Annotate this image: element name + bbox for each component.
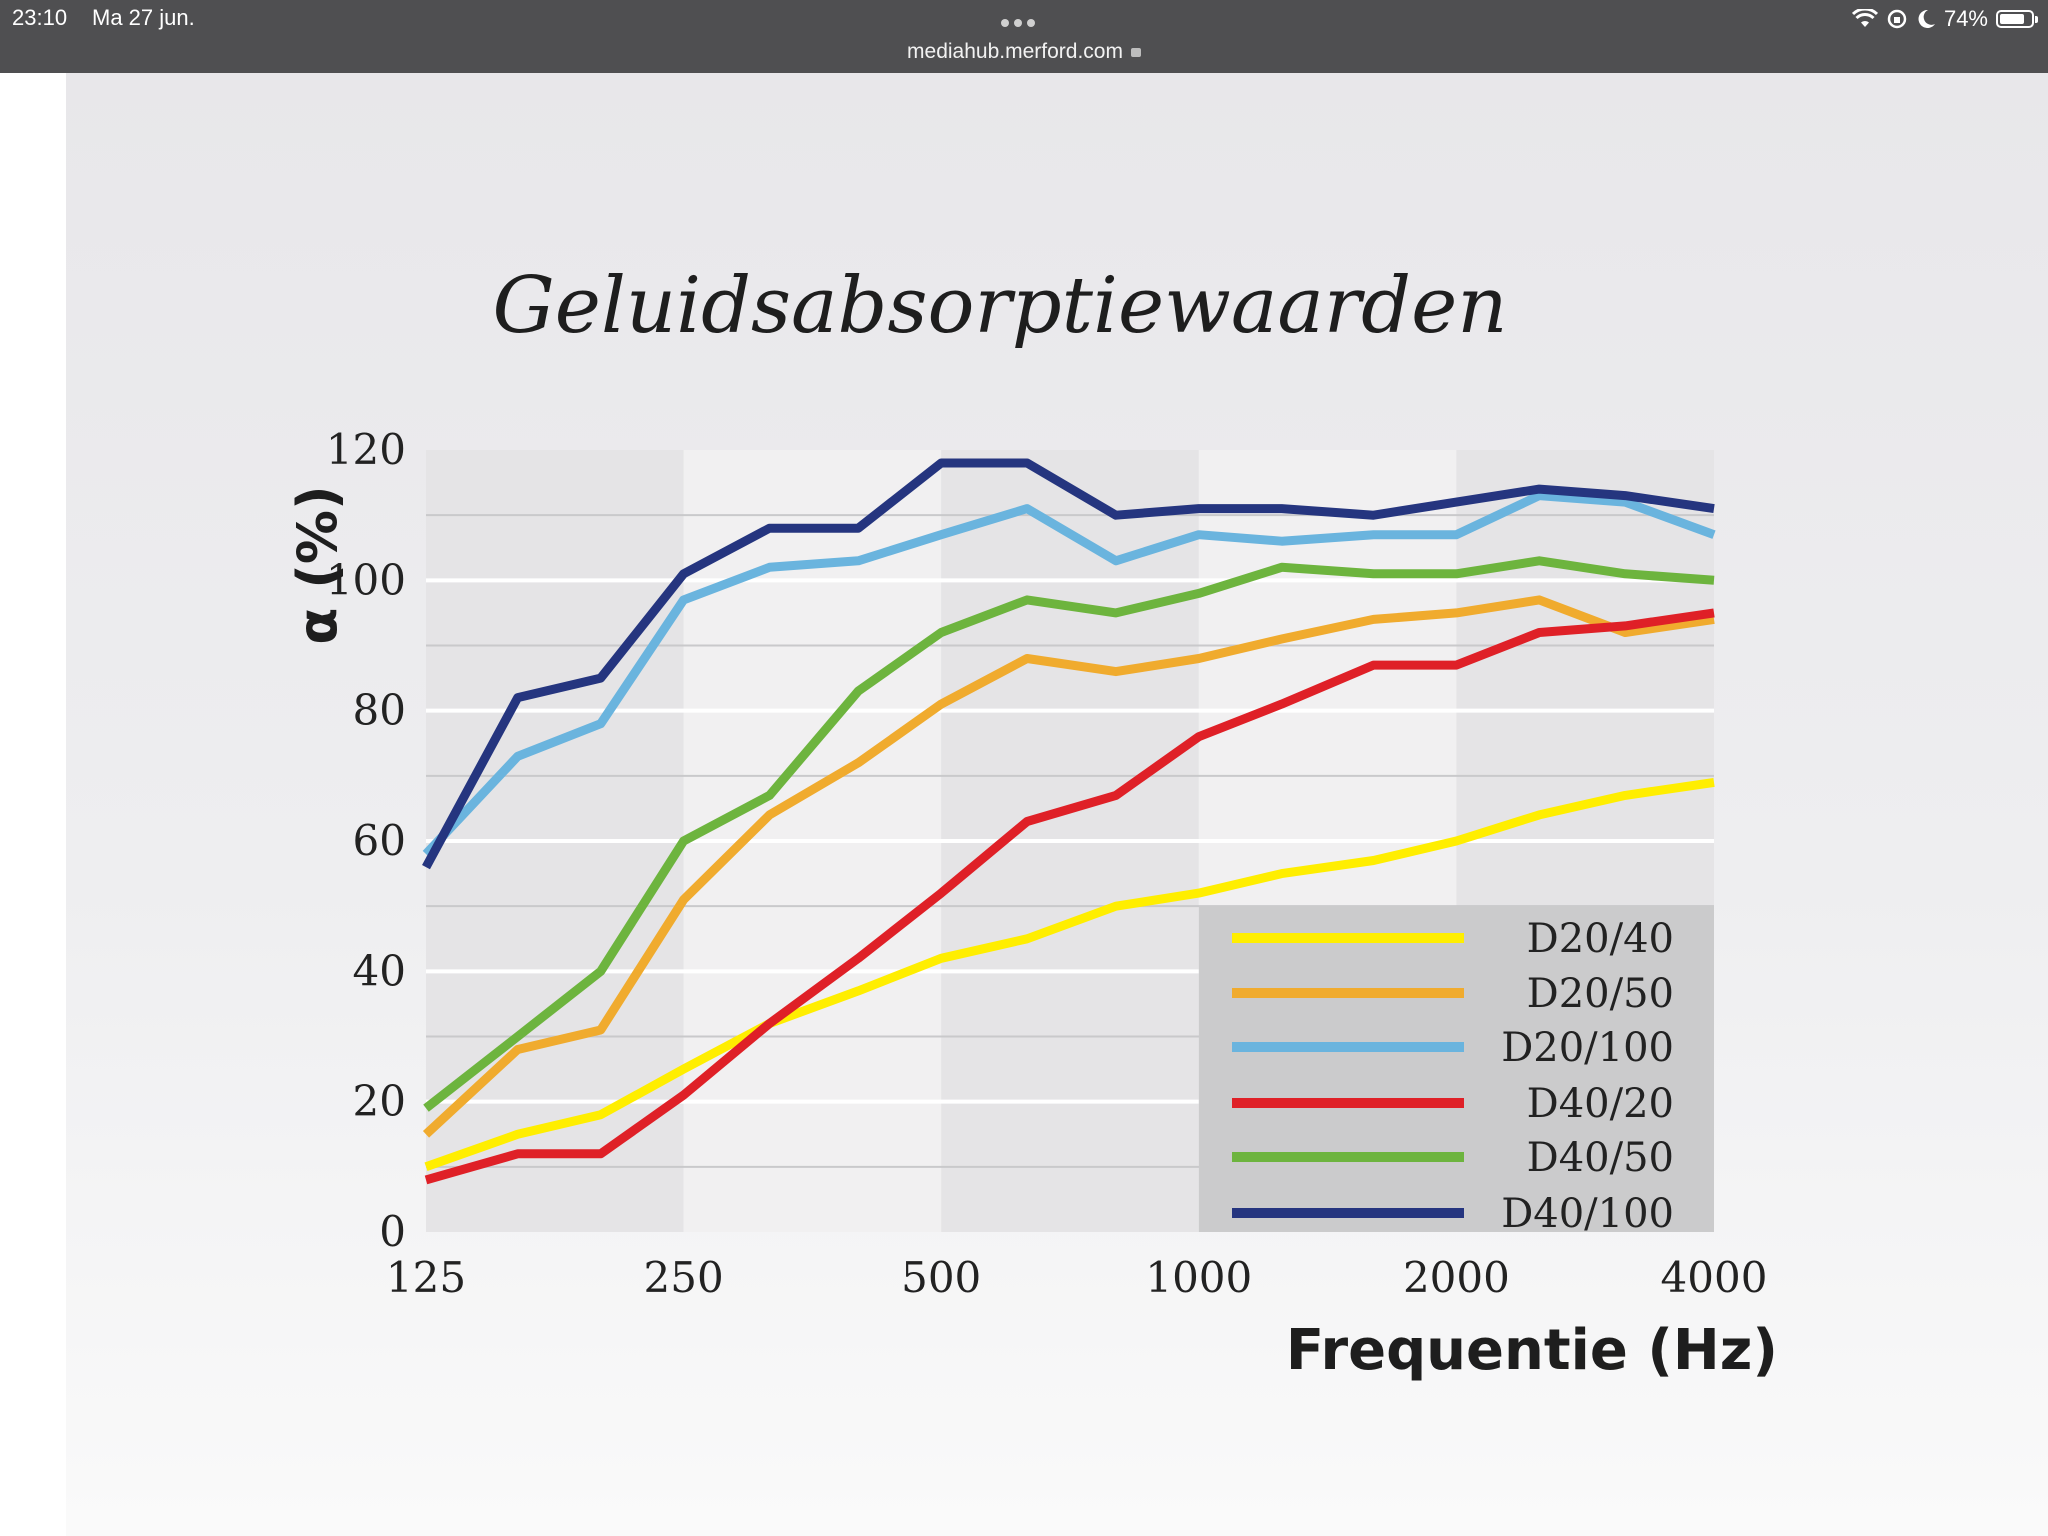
legend-box bbox=[1198, 906, 1714, 1232]
y-tick-label: 0 bbox=[379, 1207, 406, 1256]
lock-icon bbox=[1130, 48, 1141, 57]
status-bar: 23:10 Ma 27 jun. mediahub.merford.com 74… bbox=[0, 0, 2048, 73]
image-viewer: Geluidsabsorptiewaarden D20/40 D20/50 D20/… bbox=[66, 73, 2048, 1536]
url-text: mediahub.merford.com bbox=[907, 40, 1123, 63]
legend: D20/40 D20/50 D20/100 D40/20 D40/50 D40/100 bbox=[1198, 906, 1714, 1237]
x-axis-ticks: 125 250 500 1000 2000 4000 bbox=[386, 1253, 1768, 1302]
legend-label: D40/50 bbox=[1527, 1135, 1674, 1181]
series-line-d20-40 bbox=[424, 777, 1715, 1172]
legend-label: D20/40 bbox=[1527, 916, 1674, 962]
y-tick-label: 60 bbox=[353, 816, 406, 865]
y-tick-label: 120 bbox=[326, 425, 406, 474]
series-line-d40-50 bbox=[423, 556, 1715, 1112]
status-icons: 74% bbox=[1851, 4, 2038, 34]
legend-label: D40/20 bbox=[1527, 1081, 1674, 1127]
more-options-icon[interactable] bbox=[1001, 14, 1045, 27]
series-line-d20-50 bbox=[422, 595, 1715, 1138]
address-bar[interactable]: mediahub.merford.com bbox=[0, 40, 2048, 64]
legend-label: D20/100 bbox=[1501, 1025, 1674, 1071]
status-date: Ma 27 jun. bbox=[92, 5, 195, 30]
series-line-d40-100 bbox=[422, 458, 1715, 870]
x-axis-label: Frequentie (Hz) bbox=[1286, 1318, 1778, 1383]
series-line-d40-20 bbox=[424, 608, 1715, 1185]
legend-label: D20/50 bbox=[1527, 971, 1674, 1017]
moon-icon bbox=[1918, 9, 1935, 28]
y-tick-label: 100 bbox=[326, 555, 406, 604]
x-tick-label: 2000 bbox=[1403, 1253, 1510, 1302]
x-tick-label: 4000 bbox=[1661, 1253, 1768, 1302]
x-tick-label: 500 bbox=[901, 1253, 981, 1302]
y-tick-label: 40 bbox=[353, 946, 406, 995]
x-tick-label: 1000 bbox=[1145, 1253, 1252, 1302]
y-tick-label: 20 bbox=[353, 1077, 406, 1126]
legend-label: D40/100 bbox=[1501, 1191, 1674, 1237]
battery-percent: 74% bbox=[1943, 6, 1988, 31]
y-tick-label: 80 bbox=[353, 686, 406, 735]
series-line-d20-100 bbox=[422, 491, 1716, 858]
x-tick-label: 125 bbox=[386, 1253, 466, 1302]
x-tick-label: 250 bbox=[644, 1253, 724, 1302]
absorption-chart: Geluidsabsorptiewaarden D20/40D20/50D20/… bbox=[286, 261, 1778, 1383]
battery-icon bbox=[1996, 10, 2038, 28]
chart-title: Geluidsabsorptiewaarden bbox=[492, 261, 1507, 351]
status-time: 23:10 bbox=[12, 5, 68, 30]
orientation-lock-icon bbox=[1887, 9, 1907, 29]
series-lines bbox=[422, 458, 1716, 1185]
y-axis-label: α (%) bbox=[286, 485, 349, 644]
wifi-icon bbox=[1851, 9, 1878, 27]
y-axis-ticks: 0 20 40 60 80 100 120 bbox=[326, 425, 406, 1256]
